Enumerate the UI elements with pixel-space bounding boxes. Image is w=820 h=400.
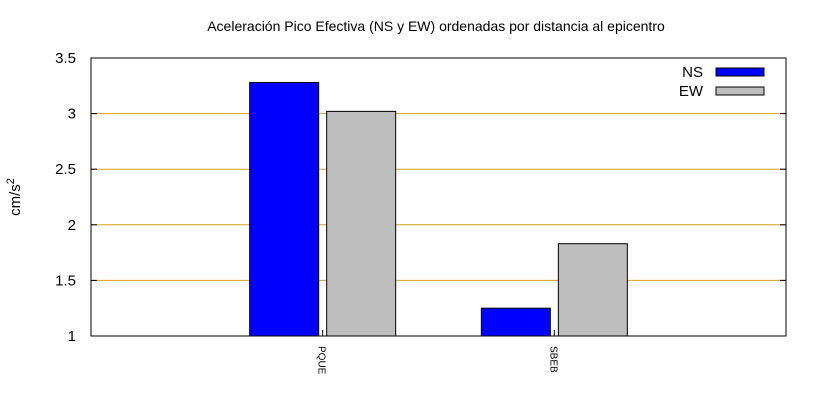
- y-axis-label-superscript: 2: [5, 178, 17, 184]
- bar-ns-pque: [249, 81, 320, 337]
- plot-frame: [90, 57, 787, 337]
- gridlines: [91, 113, 786, 281]
- legend-swatch: [715, 86, 765, 96]
- legend-swatch: [715, 67, 765, 77]
- chart-title: Aceleración Pico Efectiva (NS y EW) orde…: [207, 18, 665, 34]
- legend: NS EW: [679, 64, 765, 100]
- y-tick-label: 1: [68, 328, 76, 345]
- x-tick-label: SBEB: [547, 346, 558, 373]
- x-tick-label: PQUE: [316, 346, 327, 375]
- bar-ns-sbeb: [480, 307, 551, 337]
- bar-ew-sbeb: [557, 243, 628, 337]
- bar-ew-pque: [326, 110, 397, 337]
- y-tick-label: 3.5: [55, 50, 76, 67]
- bars: [249, 81, 628, 337]
- x-axis: PQUE SBEB: [316, 330, 558, 375]
- y-tick-label: 3: [68, 106, 76, 123]
- y-axis: 1 1.5 2 2.5 3 3.5: [55, 50, 786, 345]
- y-axis-label-base: cm/s: [7, 184, 24, 216]
- y-tick-label: 2: [68, 217, 76, 234]
- y-tick-label: 2.5: [55, 161, 76, 178]
- y-axis-label: cm/s2: [5, 178, 24, 216]
- y-tick-label: 1.5: [55, 272, 76, 289]
- legend-label: EW: [679, 83, 704, 100]
- legend-label: NS: [682, 64, 703, 81]
